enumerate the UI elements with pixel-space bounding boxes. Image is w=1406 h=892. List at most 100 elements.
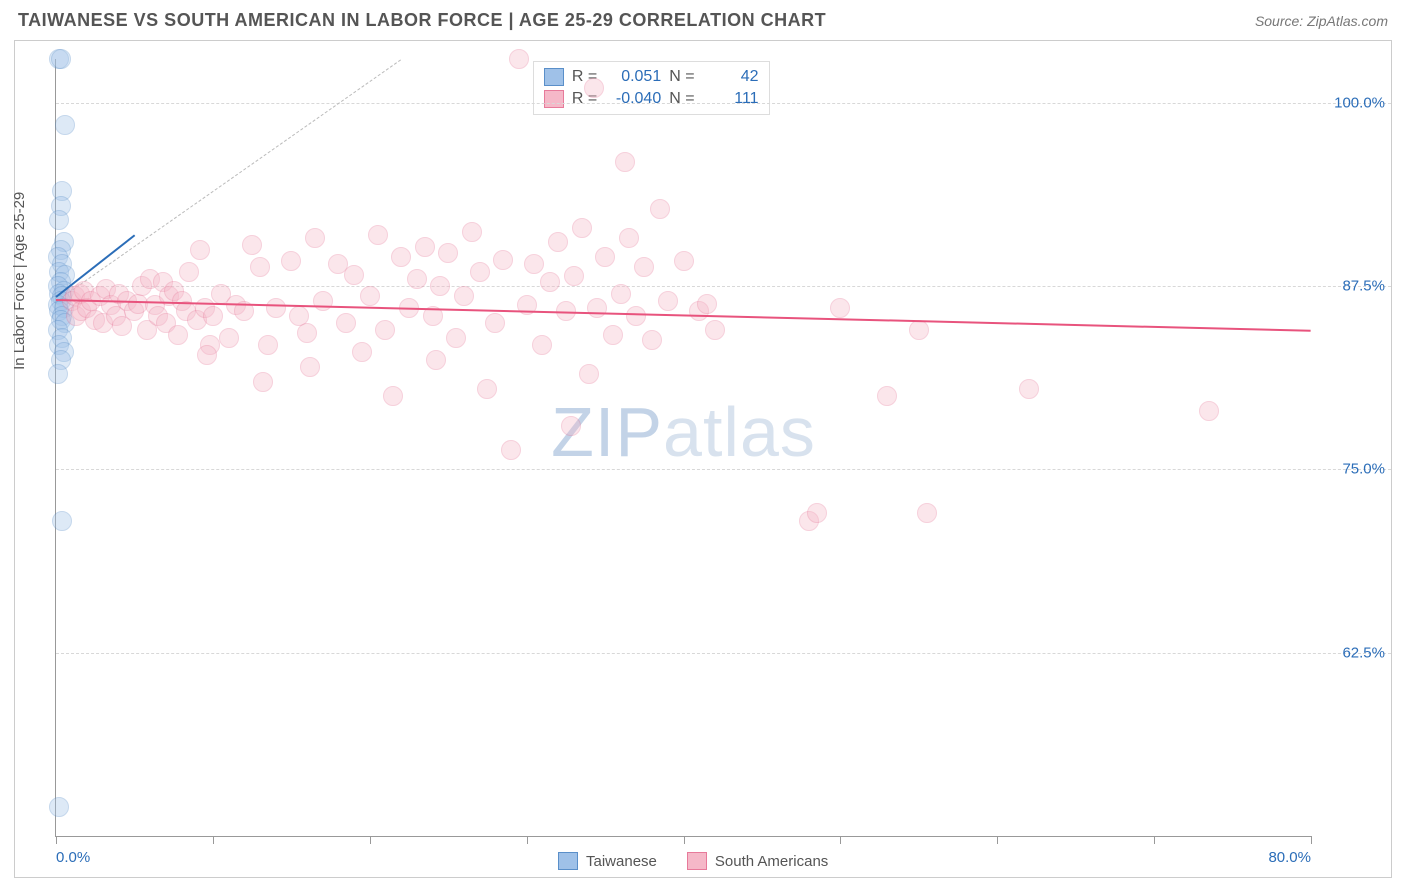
y-axis-label: In Labor Force | Age 25-29 [11,192,28,370]
legend-item-taiwanese: Taiwanese [558,852,657,870]
data-point [51,49,71,69]
data-point [532,335,552,355]
r-value-2: -0.040 [605,90,661,108]
x-tick-label: 0.0% [56,849,90,866]
data-point [383,386,403,406]
data-point [203,306,223,326]
y-tick-label: 75.0% [1342,461,1385,478]
data-point [877,386,897,406]
data-point [49,210,69,230]
data-point [493,250,513,270]
watermark: ZIPatlas [551,392,816,472]
data-point [595,247,615,267]
legend-item-southamerican: South Americans [687,852,828,870]
stats-row-taiwanese: R = 0.051 N = 42 [544,66,759,88]
data-point [705,320,725,340]
data-point [313,291,333,311]
data-point [430,276,450,296]
legend-label-1: Taiwanese [586,853,657,870]
data-point [603,325,623,345]
data-point [501,440,521,460]
data-point [564,266,584,286]
data-point [561,416,581,436]
x-tick [56,836,57,844]
data-point [634,257,654,277]
data-point [219,328,239,348]
data-point [909,320,929,340]
plot-area: ZIPatlas R = 0.051 N = 42 R = -0.040 N =… [55,59,1311,837]
data-point [674,251,694,271]
x-tick [370,836,371,844]
data-point [548,232,568,252]
data-point [266,298,286,318]
data-point [830,298,850,318]
data-point [917,503,937,523]
stats-row-southamerican: R = -0.040 N = 111 [544,88,759,110]
data-point [626,306,646,326]
gridline [56,286,1391,287]
data-point [250,257,270,277]
data-point [642,330,662,350]
data-point [454,286,474,306]
data-point [509,49,529,69]
n-value-1: 42 [703,68,759,86]
data-point [658,291,678,311]
data-point [462,222,482,242]
x-tick [997,836,998,844]
data-point [470,262,490,282]
swatch-taiwanese [544,68,564,86]
source-label: Source: ZipAtlas.com [1255,13,1388,29]
y-tick-label: 87.5% [1342,278,1385,295]
data-point [524,254,544,274]
gridline [56,103,1391,104]
data-point [297,323,317,343]
data-point [168,325,188,345]
data-point [540,272,560,292]
chart-title: TAIWANESE VS SOUTH AMERICAN IN LABOR FOR… [18,10,826,31]
data-point [352,342,372,362]
chart-container: In Labor Force | Age 25-29 ZIPatlas R = … [14,40,1392,878]
gridline [56,653,1391,654]
data-point [426,350,446,370]
x-tick [684,836,685,844]
y-tick-label: 100.0% [1334,94,1385,111]
data-point [197,345,217,365]
data-point [477,379,497,399]
chart-header: TAIWANESE VS SOUTH AMERICAN IN LABOR FOR… [0,0,1406,37]
data-point [49,797,69,817]
data-point [300,357,320,377]
data-point [190,240,210,260]
data-point [485,313,505,333]
x-tick [1154,836,1155,844]
swatch-icon [687,852,707,870]
swatch-icon [558,852,578,870]
data-point [438,243,458,263]
data-point [1019,379,1039,399]
r-value-1: 0.051 [605,68,661,86]
data-point [253,372,273,392]
data-point [305,228,325,248]
data-point [584,78,604,98]
data-point [572,218,592,238]
x-tick [1311,836,1312,844]
bottom-legend: Taiwanese South Americans [558,852,828,870]
data-point [281,251,301,271]
data-point [446,328,466,348]
data-point [611,284,631,304]
data-point [360,286,380,306]
data-point [336,313,356,333]
n-label: N = [669,68,694,86]
data-point [407,269,427,289]
stats-legend-box: R = 0.051 N = 42 R = -0.040 N = 111 [533,61,770,115]
x-tick [527,836,528,844]
data-point [391,247,411,267]
data-point [242,235,262,255]
x-tick [840,836,841,844]
data-point [587,298,607,318]
data-point [55,115,75,135]
n-label: N = [669,90,694,108]
legend-label-2: South Americans [715,853,828,870]
n-value-2: 111 [703,90,759,108]
x-tick [213,836,214,844]
data-point [1199,401,1219,421]
